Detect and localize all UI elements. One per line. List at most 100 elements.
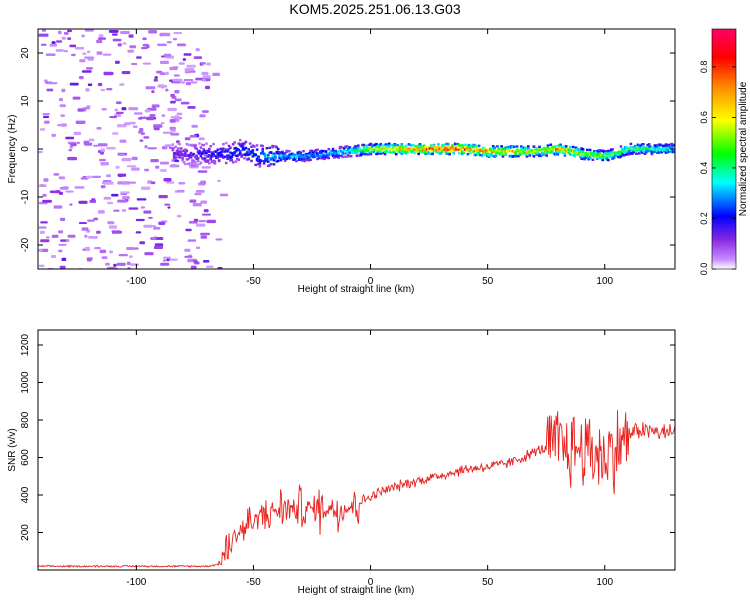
spectrogram-signal-cell (399, 145, 402, 148)
spectrogram-signal-cell (663, 148, 666, 151)
spectrogram-noise-cell (200, 200, 208, 204)
spectrogram-signal-cell (179, 147, 183, 150)
spectrogram-noise-cell (203, 260, 210, 263)
spectrogram-noise-cell (163, 53, 172, 57)
spectrogram-noise-cell (143, 136, 150, 139)
spectrogram-signal-cell (178, 143, 182, 146)
spectrogram-noise-cell (134, 112, 143, 115)
spectrogram-signal-cell (240, 155, 243, 158)
spectrogram-noise-cell (93, 144, 99, 147)
spectrogram-signal-cell (642, 149, 645, 153)
spectrogram-signal-cell (171, 159, 175, 162)
spectrogram-signal-cell (390, 143, 394, 147)
x-tick-label: -100 (126, 276, 146, 287)
spectrogram-noise-cell (86, 258, 92, 262)
spectrogram-signal-cell (584, 156, 588, 159)
spectrogram-signal-cell (236, 154, 239, 157)
spectrogram-signal-cell (465, 145, 468, 149)
spectrogram-signal-cell (477, 144, 481, 147)
spectrogram-signal-cell (237, 158, 241, 161)
spectrogram-signal-cell (572, 145, 575, 149)
spectrogram-noise-cell (173, 38, 177, 41)
spectrogram-signal-cell (670, 143, 673, 146)
spectrogram-noise-cell (166, 181, 175, 184)
spectrogram-signal-cell (636, 143, 640, 146)
spectrogram-signal-cell (241, 144, 245, 147)
spectrogram-noise-cell (153, 78, 158, 82)
spectrogram-signal-cell (621, 150, 624, 154)
spectrogram-signal-cell (521, 151, 524, 154)
spectrogram-noise-cell (172, 78, 183, 82)
spectrogram-signal-cell (491, 149, 495, 152)
spectrogram-noise-cell (131, 156, 138, 161)
spectrogram-noise-cell (38, 264, 45, 268)
spectrogram-signal-cell (609, 149, 613, 152)
spectrogram-noise-cell (86, 50, 91, 54)
spectrogram-signal-cell (379, 148, 383, 152)
spectrogram-signal-cell (396, 147, 399, 150)
spectrogram-signal-cell (238, 143, 242, 147)
spectrogram-noise-cell (184, 70, 191, 74)
spectrogram-signal-cell (569, 148, 572, 152)
spectrogram-signal-cell (542, 152, 545, 155)
snr-ticks: -100 -50 0 50 100 200 400 600 800 1000 1200 (20, 330, 675, 588)
spectrogram-signal-cell (272, 152, 276, 155)
spectrogram-signal-cell (521, 148, 524, 151)
spectrogram-signal-cell (494, 154, 498, 158)
spectrogram-noise-cell (187, 106, 196, 109)
spectrogram-signal-cell (562, 151, 565, 155)
spectrogram-signal-cell (448, 146, 451, 149)
spectrogram-signal-cell (227, 148, 231, 151)
spectrogram-signal-cell (306, 158, 309, 162)
spectrogram-noise-cell (184, 137, 191, 141)
spectrogram-noise-cell (203, 154, 208, 157)
spectrogram-signal-cell (334, 153, 338, 156)
spectrogram-noise-cell (103, 71, 114, 76)
spectrogram-signal-cell (463, 143, 467, 146)
spectrogram-noise-cell (103, 196, 112, 200)
spectrogram-signal-cell (591, 158, 595, 161)
spectrogram-signal-cell (456, 143, 460, 146)
spectrogram-signal-cell (410, 147, 413, 150)
spectrogram-noise-cell (38, 33, 49, 37)
spectrogram-noise-cell (100, 162, 109, 166)
spectrogram-signal-cell (564, 145, 568, 148)
spectrogram-signal-cell (574, 152, 578, 155)
spectrogram-noise-cell (112, 38, 122, 42)
spectrogram-noise-cell (109, 116, 117, 119)
spectrogram-signal-cell (305, 154, 308, 157)
spectrogram-signal-cell (174, 157, 177, 160)
spectrogram-signal-cell (316, 154, 319, 157)
spectrogram-noise-cell (51, 41, 56, 44)
spectrogram-signal-cell (372, 150, 375, 154)
spectrogram-signal-cell (489, 153, 492, 157)
spectrogram-signal-cell (535, 147, 538, 150)
spectrogram-noise-cell (178, 182, 186, 185)
spectrogram-noise-cell (184, 68, 195, 72)
spectrogram-signal-cell (501, 152, 505, 155)
spectrogram-noise-cell (58, 230, 64, 234)
y-tick-label: 400 (20, 486, 31, 503)
spectrogram-noise-cell (152, 106, 156, 110)
spectrogram-signal-cell (483, 153, 486, 157)
spectrogram-signal-cell (265, 159, 269, 162)
spectrogram-noise-cell (109, 250, 113, 254)
spectrogram-signal-cell (331, 153, 335, 156)
spectrogram-signal-cell (306, 156, 309, 159)
spectrogram-signal-cell (576, 151, 579, 155)
spectrogram-signal-cell (618, 153, 621, 156)
spectrogram-signal-cell (188, 163, 191, 166)
spectrogram-signal-cell (394, 146, 398, 149)
spectrogram-noise-cell (165, 71, 169, 76)
spectrogram-noise-cell (129, 45, 137, 49)
spectrogram-signal-cell (254, 163, 257, 167)
spectrogram-noise-cell (174, 155, 180, 159)
spectrogram-noise-cell (99, 151, 105, 155)
spectrogram-signal-cell (660, 148, 664, 151)
spectrogram-signal-cell (609, 151, 613, 154)
spectrogram-signal-cell (647, 145, 651, 148)
spectrogram-signal-cell (302, 153, 305, 157)
spectrogram-signal-cell (472, 150, 475, 153)
snr-frame (37, 329, 676, 571)
spectrogram-signal-cell (531, 153, 534, 156)
